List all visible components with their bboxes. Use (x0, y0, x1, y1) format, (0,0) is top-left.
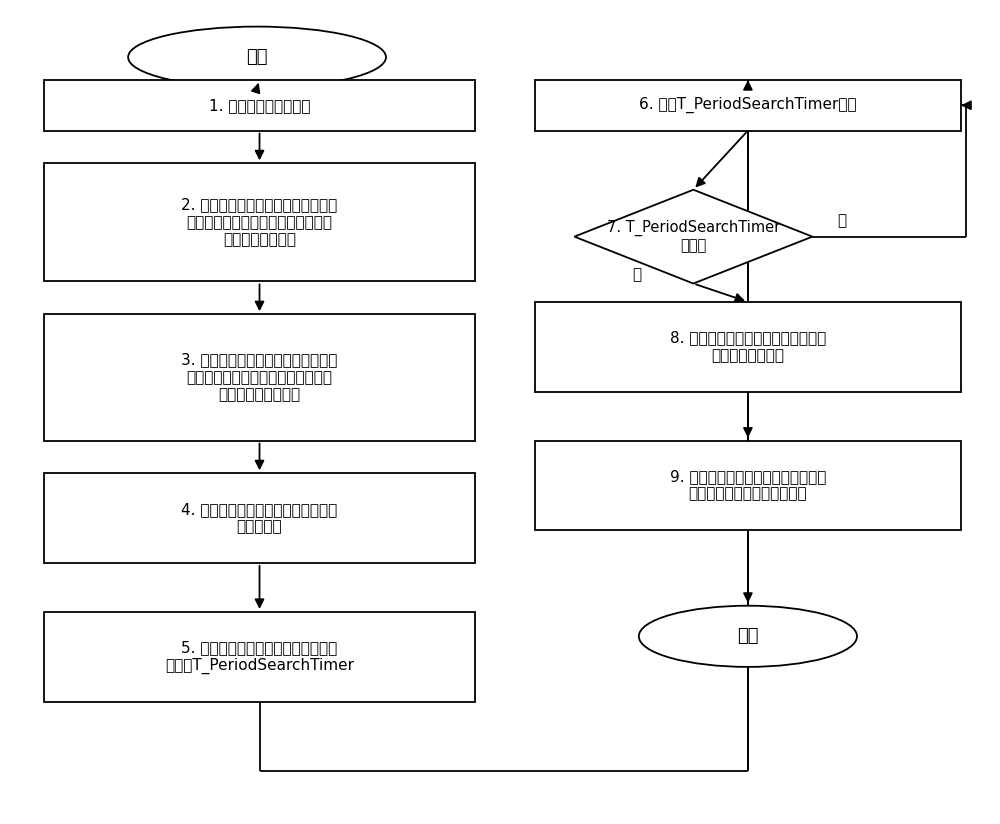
Text: 1. 小小区基站初始上电: 1. 小小区基站初始上电 (209, 98, 310, 113)
Ellipse shape (639, 606, 857, 667)
Bar (44, 163, 475, 282)
Bar (535, 302, 961, 391)
Text: 结束: 结束 (737, 627, 759, 645)
Text: 6. 等待T_PeriodSearchTimer超时: 6. 等待T_PeriodSearchTimer超时 (639, 97, 857, 114)
Text: 是: 是 (632, 268, 641, 283)
Bar (44, 314, 475, 441)
Text: 开始: 开始 (246, 48, 268, 66)
Ellipse shape (128, 26, 386, 88)
Bar (535, 80, 961, 130)
Bar (44, 473, 475, 563)
Bar (44, 80, 475, 130)
Text: 7. T_PeriodSearchTimer
超时？: 7. T_PeriodSearchTimer 超时？ (607, 220, 780, 254)
Text: 3. 小小区基站搜索周围小小区基站同
步信号，获取频点和小区标识，形成
小小区邻近小区列表: 3. 小小区基站搜索周围小小区基站同 步信号，获取频点和小区标识，形成 小小区邻… (181, 353, 338, 402)
Text: 2. 小小区基站搜索宏基站，同步到宏
基站，如果没有搜索到宏基站，则搜
索附近小小区基站: 2. 小小区基站搜索宏基站，同步到宏 基站，如果没有搜索到宏基站，则搜 索附近小… (181, 198, 338, 247)
Text: 4. 小小区在系统消息中广播收集到邻
近小区列表: 4. 小小区在系统消息中广播收集到邻 近小区列表 (181, 502, 338, 534)
Text: 8. 启动搜索邻近小区过程，更新小小
区的邻近小区列表: 8. 启动搜索邻近小区过程，更新小小 区的邻近小区列表 (670, 330, 826, 363)
Bar (44, 612, 475, 701)
Text: 9. 如果邻近小区有改变，则在寻呼中
通知系统消息中邻近小区改变: 9. 如果邻近小区有改变，则在寻呼中 通知系统消息中邻近小区改变 (670, 469, 826, 502)
Text: 否: 否 (838, 213, 847, 227)
Polygon shape (574, 190, 812, 283)
Bar (535, 441, 961, 531)
Text: 5. 小小区开启周期性的邻近小区搜索
定时器T_PeriodSearchTimer: 5. 小小区开启周期性的邻近小区搜索 定时器T_PeriodSearchTime… (165, 640, 354, 673)
